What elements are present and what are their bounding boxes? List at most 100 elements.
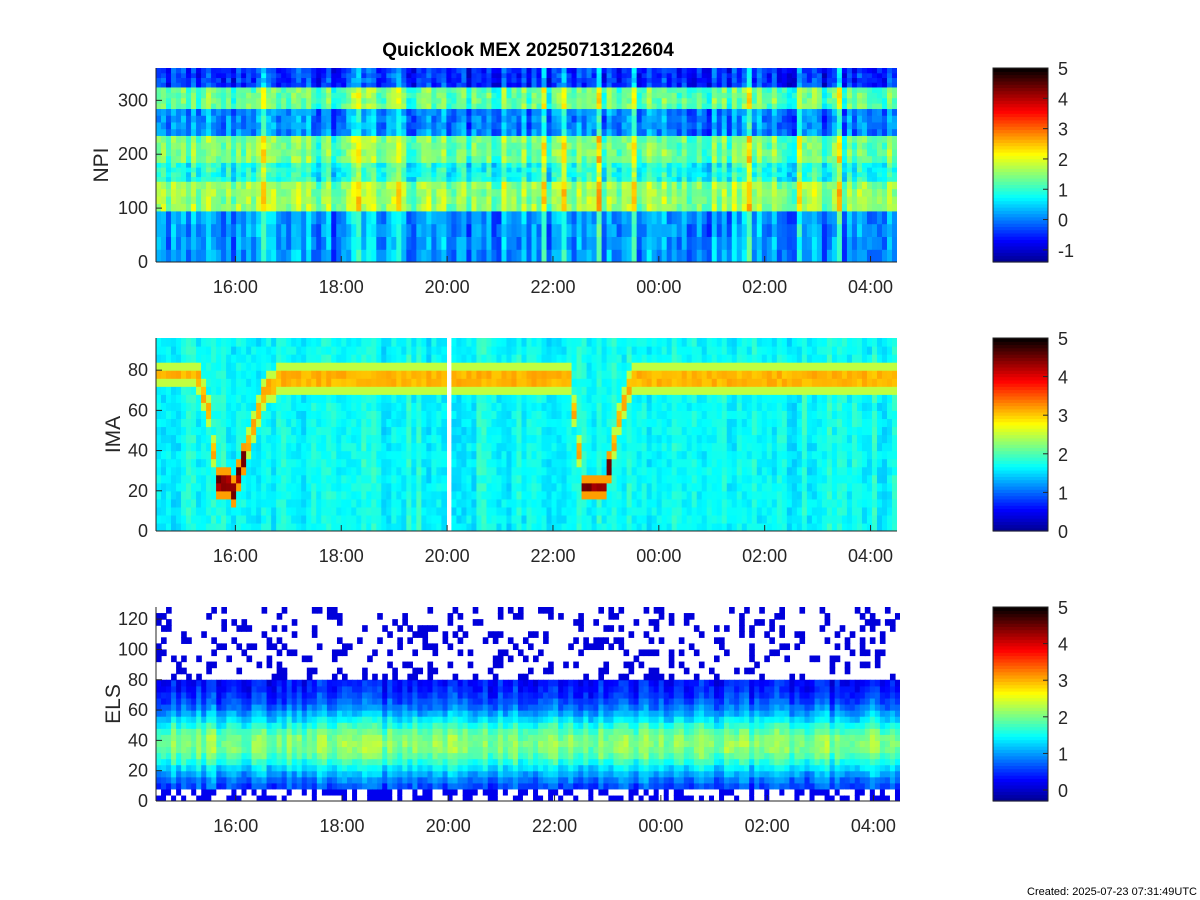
- npi-cell: [671, 249, 678, 262]
- npi-cell: [326, 108, 332, 116]
- ima-cell: [156, 418, 162, 428]
- npi-cell: [401, 171, 407, 178]
- npi-cell: [456, 97, 463, 104]
- npi-cell: [346, 68, 352, 74]
- npi-cell: [656, 82, 663, 88]
- ima-cell: [191, 394, 197, 403]
- npi-cell: [891, 155, 897, 163]
- npi-cell: [481, 203, 488, 212]
- npi-cell: [351, 155, 357, 163]
- npi-cell: [641, 171, 648, 178]
- npi-cell: [436, 72, 442, 79]
- npi-cell: [261, 176, 267, 182]
- npi-cell: [466, 162, 473, 168]
- npi-cell: [816, 162, 823, 168]
- npi-cell: [876, 121, 883, 130]
- npi-cell: [636, 155, 643, 163]
- npi-cell: [631, 82, 638, 88]
- npi-cell: [786, 210, 793, 225]
- ima-cell: [301, 498, 307, 508]
- npi-cell: [696, 210, 703, 225]
- npi-cell: [891, 188, 897, 197]
- npi-cell: [721, 195, 728, 204]
- ima-cell: [191, 338, 197, 347]
- npi-cell: [696, 97, 703, 104]
- npi-cell: [631, 86, 638, 93]
- ima-cell: [286, 506, 292, 516]
- npi-cell: [471, 135, 478, 143]
- ima-cell: [256, 522, 262, 531]
- npi-cell: [701, 249, 708, 262]
- ima-cell: [271, 506, 277, 516]
- npi-cell: [646, 72, 653, 79]
- npi-cell: [221, 97, 227, 104]
- npi-cell: [836, 236, 843, 250]
- npi-cell: [216, 176, 222, 182]
- ima-cell: [196, 514, 202, 524]
- npi-cell: [646, 108, 653, 116]
- npi-cell: [751, 249, 758, 262]
- npi-cell: [461, 203, 468, 212]
- npi-cell: [701, 97, 708, 104]
- npi-cell: [716, 167, 723, 173]
- npi-cell: [186, 77, 192, 83]
- npi-cell: [661, 188, 668, 197]
- npi-cell: [691, 223, 698, 237]
- npi-cell: [616, 236, 623, 250]
- npi-cell: [396, 72, 402, 79]
- npi-cell: [861, 148, 868, 157]
- ima-cell: [166, 442, 172, 452]
- npi-cell: [886, 210, 893, 225]
- npi-cell: [626, 135, 633, 143]
- npi-cell: [761, 171, 768, 178]
- ima-cell: [276, 418, 282, 428]
- npi-cell: [461, 82, 468, 88]
- npi-cell: [441, 108, 447, 116]
- npi-cell: [796, 176, 803, 182]
- npi-cell: [556, 97, 563, 104]
- npi-cell: [296, 155, 302, 163]
- ima-cell: [171, 498, 177, 508]
- npi-cell: [611, 72, 618, 79]
- npi-cell: [506, 167, 513, 173]
- npi-cell: [381, 77, 387, 83]
- npi-cell: [891, 236, 897, 250]
- npi-cell: [701, 121, 708, 130]
- npi-cell: [416, 167, 422, 173]
- npi-cell: [306, 155, 312, 163]
- npi-cell: [701, 176, 708, 182]
- ima-cell: [186, 442, 192, 452]
- npi-cell: [246, 108, 252, 116]
- npi-cell: [706, 108, 713, 116]
- npi-cell: [346, 236, 352, 250]
- npi-cell: [716, 223, 723, 237]
- npi-cell: [821, 210, 828, 225]
- npi-cell: [446, 203, 452, 212]
- npi-cell: [596, 203, 603, 212]
- npi-cell: [456, 188, 463, 197]
- npi-cell: [241, 171, 247, 178]
- npi-cell: [881, 195, 888, 204]
- npi-cell: [306, 171, 312, 178]
- npi-cell: [756, 148, 763, 157]
- npi-cell: [366, 203, 372, 212]
- npi-cell: [266, 188, 272, 197]
- npi-cell: [531, 203, 538, 212]
- npi-cell: [286, 68, 292, 74]
- npi-cell: [876, 108, 883, 116]
- npi-cell: [451, 162, 458, 168]
- npi-cell: [521, 103, 528, 110]
- npi-cell: [156, 236, 162, 250]
- ima-cell: [241, 338, 247, 347]
- npi-cell: [296, 115, 302, 123]
- npi-cell: [811, 148, 818, 157]
- npi-cell: [366, 72, 372, 79]
- npi-cell: [761, 188, 768, 197]
- npi-cell: [611, 103, 618, 110]
- npi-cell: [546, 188, 553, 197]
- npi-cell: [156, 167, 162, 173]
- npi-cell: [441, 148, 447, 157]
- npi-cell: [676, 128, 683, 136]
- npi-cell: [736, 121, 743, 130]
- ima-cell: [256, 410, 262, 420]
